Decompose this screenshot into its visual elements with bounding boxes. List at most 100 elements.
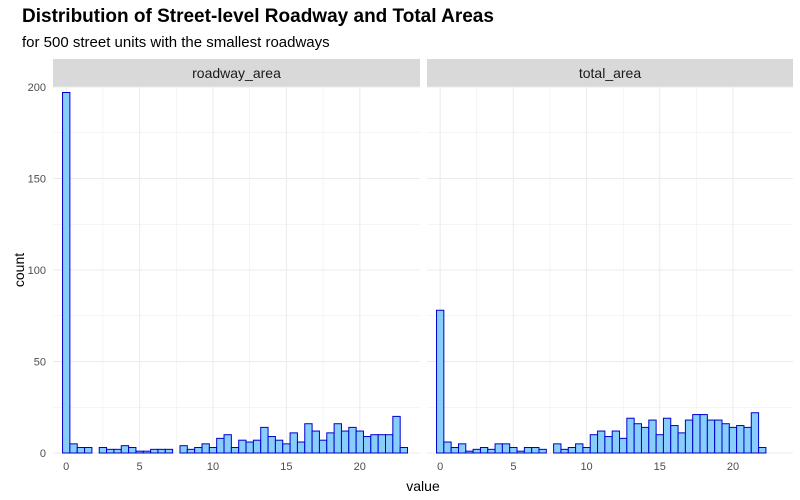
x-axis-title: value [406, 478, 440, 494]
histogram-bar [157, 448, 166, 454]
histogram-bar [560, 448, 569, 454]
facet-strip-label: roadway_area [192, 65, 281, 81]
histogram-bar [201, 443, 210, 454]
histogram-bar [597, 430, 606, 454]
histogram-bar [355, 430, 364, 454]
x-tick-label: 15 [280, 461, 292, 473]
histogram-bar [267, 436, 276, 454]
histogram-bar [179, 445, 188, 454]
facet-strip [53, 59, 420, 87]
histogram-bar [289, 432, 298, 454]
x-tick-label: 15 [654, 461, 666, 473]
histogram-bar [194, 447, 203, 454]
histogram-bar [252, 439, 262, 454]
histogram-bar [567, 447, 577, 454]
histogram-bar [98, 447, 108, 454]
histogram-bar [245, 441, 254, 454]
histogram-bar [714, 419, 723, 454]
histogram-bar [479, 447, 489, 454]
histogram-bar [538, 448, 547, 454]
histogram-bar [677, 432, 686, 454]
histogram-bar [582, 447, 591, 454]
histogram-bar [575, 443, 584, 454]
histogram-bar [377, 434, 387, 454]
histogram-bar [230, 447, 240, 454]
histogram-bar [494, 443, 503, 454]
histogram-bar [662, 417, 672, 454]
panel-roadway-area: roadway_area 0 5 10 15 20 [53, 59, 420, 473]
histogram-bar [487, 448, 496, 454]
histogram-bar [370, 434, 379, 454]
y-tick-label: 200 [28, 82, 46, 94]
histogram-bar [392, 415, 401, 454]
histogram-bar [216, 437, 225, 454]
histogram-bar [120, 445, 130, 454]
histogram-bar [274, 439, 284, 454]
histogram-bar [69, 443, 78, 454]
histogram-bar [699, 414, 708, 454]
histogram-bar [311, 430, 320, 454]
histogram-bar [721, 423, 730, 454]
facet-strip [427, 59, 793, 87]
histogram-bar [728, 426, 738, 454]
histogram-bar [523, 447, 533, 454]
histogram-bar [340, 430, 350, 454]
panel-total-area: total_area 0 5 10 15 20 [427, 59, 793, 473]
histogram-bar [318, 439, 328, 454]
histogram-bar [76, 447, 86, 454]
histogram-bar [208, 447, 218, 454]
histogram-bar [186, 448, 196, 454]
histogram-bar [640, 426, 650, 454]
histogram-bar [670, 425, 679, 454]
y-tick-label: 0 [40, 448, 46, 460]
histogram-bar [516, 450, 525, 454]
histogram-bar [604, 436, 613, 454]
histogram-bar [626, 417, 635, 454]
histogram-bar [553, 443, 562, 454]
histogram-bar [238, 439, 247, 454]
x-tick-label: 20 [354, 461, 366, 473]
histogram-bar [135, 450, 144, 454]
histogram-bar [399, 447, 409, 454]
histogram-bar [465, 450, 474, 454]
histogram-bar [750, 412, 760, 454]
histogram-bar [655, 434, 664, 454]
histogram-bar [128, 447, 137, 454]
histogram-bar [223, 434, 232, 454]
histogram-bar [142, 450, 152, 454]
y-axis: 0 50 100 150 200 [28, 82, 46, 460]
histogram-bar [472, 448, 481, 454]
histogram-bar [150, 448, 159, 454]
histogram-bar [648, 419, 657, 454]
histogram-bar [531, 447, 540, 454]
histogram-bar [736, 425, 745, 454]
histogram-bar [443, 441, 452, 454]
histogram-bar [362, 436, 372, 454]
histogram-bar [633, 423, 642, 454]
histogram-bar [385, 434, 394, 454]
x-tick-label: 0 [63, 461, 69, 473]
x-tick-label: 10 [207, 461, 219, 473]
histogram-bar [743, 426, 752, 454]
histogram-bar [619, 437, 628, 454]
y-tick-label: 100 [28, 265, 46, 277]
x-tick-label: 10 [580, 461, 592, 473]
x-tick-label: 0 [437, 461, 443, 473]
histogram-bar [706, 419, 716, 454]
histogram-bar [758, 447, 767, 454]
y-axis-title: count [11, 253, 27, 287]
histogram-bar [84, 447, 93, 454]
histogram-bar [282, 443, 291, 454]
chart-subtitle: for 500 street units with the smallest r… [22, 34, 330, 51]
histogram-bar [611, 430, 621, 454]
histogram-bar [333, 423, 342, 454]
histogram-bar [684, 419, 694, 454]
histogram-bar [509, 447, 518, 454]
histogram-bar [106, 448, 115, 454]
histogram-bar [304, 423, 313, 454]
histogram-bar [326, 432, 335, 454]
x-tick-label: 20 [727, 461, 739, 473]
chart-title: Distribution of Street-level Roadway and… [22, 6, 494, 27]
histogram-bar [348, 426, 357, 454]
